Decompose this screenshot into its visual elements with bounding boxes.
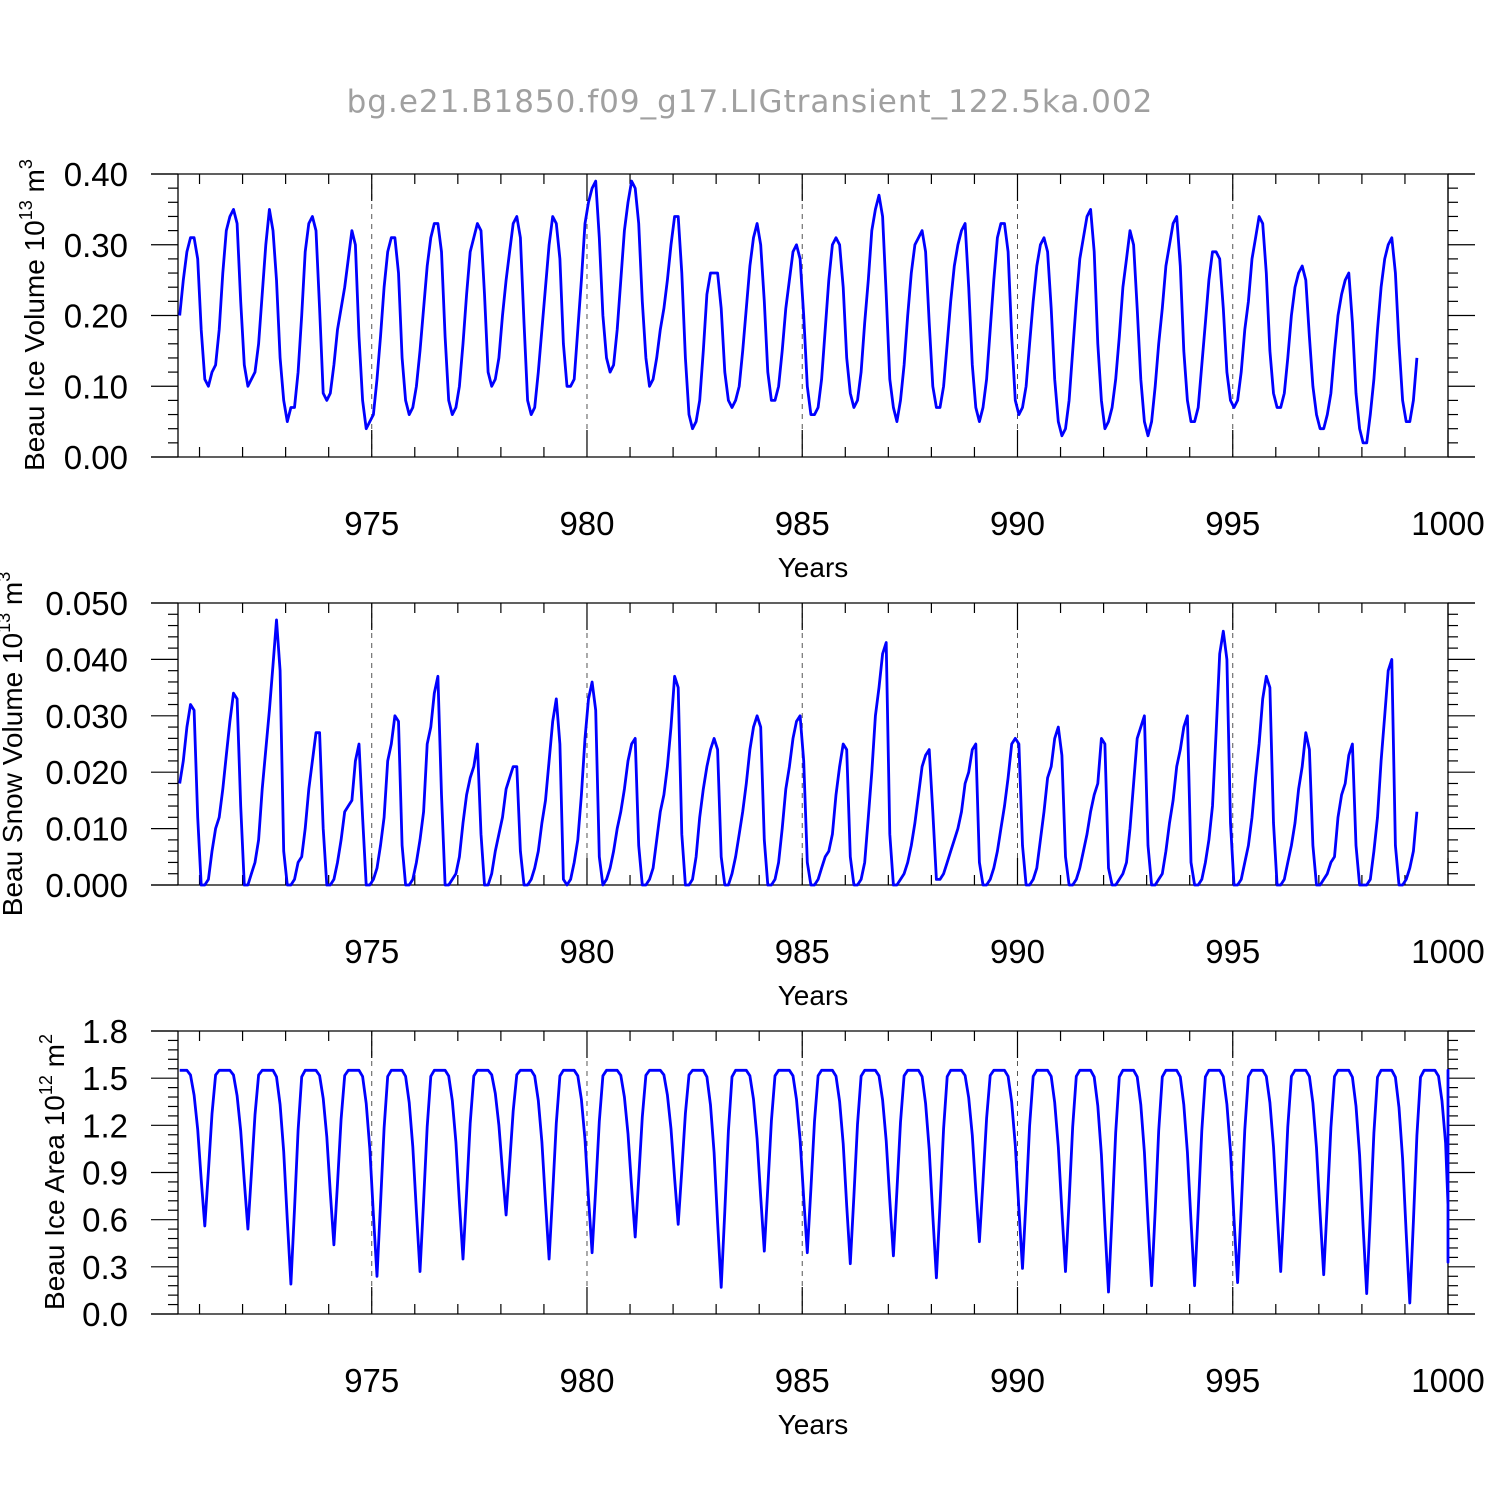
x-tick-label: 980 [559, 933, 614, 970]
y-tick-label: 0.030 [45, 698, 128, 735]
panel-ice-volume: 0.00 0.10 0.20 0.30 0.40 975 980 985 990 995 1000 Y… [16, 156, 1485, 583]
y-tick-label: 1.2 [82, 1107, 128, 1144]
y-tick-label: 0.40 [64, 156, 128, 193]
x-tick-label: 980 [559, 505, 614, 542]
series-line [178, 179, 1419, 445]
x-tick-label: 995 [1205, 933, 1260, 970]
x-axis-label: Years [778, 1409, 849, 1440]
x-axis-label: Years [778, 980, 849, 1011]
y-tick-label: 0.050 [45, 585, 128, 622]
x-tick-label: 985 [775, 933, 830, 970]
y-tick-label: 1.5 [82, 1060, 128, 1097]
x-tick-label: 990 [990, 505, 1045, 542]
x-tick-label: 1000 [1411, 505, 1484, 542]
x-tick-label: 975 [344, 505, 399, 542]
panel-snow-volume: 0.000 0.010 0.020 0.030 0.040 0.050 975 980 985 9… [0, 572, 1485, 1011]
x-tick-label: 1000 [1411, 933, 1484, 970]
y-tick-label: 0.0 [82, 1296, 128, 1333]
y-tick-label: 1.8 [82, 1013, 128, 1050]
series-line [179, 1068, 1450, 1305]
y-tick-label: 0.020 [45, 754, 128, 791]
y-tick-label: 0.10 [64, 368, 128, 405]
x-tick-label: 990 [990, 1362, 1045, 1399]
y-axis-label: Beau Ice Area 1012 m2 [36, 1034, 70, 1310]
y-tick-label: 0.9 [82, 1155, 128, 1192]
x-axis-label: Years [778, 552, 849, 583]
y-tick-label: 0.30 [64, 227, 128, 264]
series-line [178, 618, 1419, 887]
y-tick-label: 0.20 [64, 298, 128, 335]
y-tick-label: 0.3 [82, 1249, 128, 1286]
y-tick-label: 0.000 [45, 867, 128, 904]
x-tick-label: 975 [344, 933, 399, 970]
y-tick-label: 0.6 [82, 1202, 128, 1239]
y-tick-label: 0.040 [45, 641, 128, 678]
x-tick-label: 1000 [1411, 1362, 1484, 1399]
x-tick-label: 985 [775, 1362, 830, 1399]
x-tick-label: 995 [1205, 505, 1260, 542]
y-tick-label: 0.00 [64, 439, 128, 476]
y-tick-label: 0.010 [45, 811, 128, 848]
y-axis-label: Beau Snow Volume 1013 m3 [0, 572, 28, 916]
x-tick-label: 990 [990, 933, 1045, 970]
x-tick-label: 980 [559, 1362, 614, 1399]
panel-ice-area: 0.0 0.3 0.6 0.9 1.2 1.5 1.8 975 980 985 990 995 1000… [36, 1013, 1485, 1440]
x-tick-label: 985 [775, 505, 830, 542]
y-axis-label: Beau Ice Volume 1013 m3 [16, 159, 50, 471]
x-tick-label: 975 [344, 1362, 399, 1399]
figure-title: bg.e21.B1850.f09_g17.LIGtransient_122.5k… [347, 84, 1154, 120]
x-tick-label: 995 [1205, 1362, 1260, 1399]
